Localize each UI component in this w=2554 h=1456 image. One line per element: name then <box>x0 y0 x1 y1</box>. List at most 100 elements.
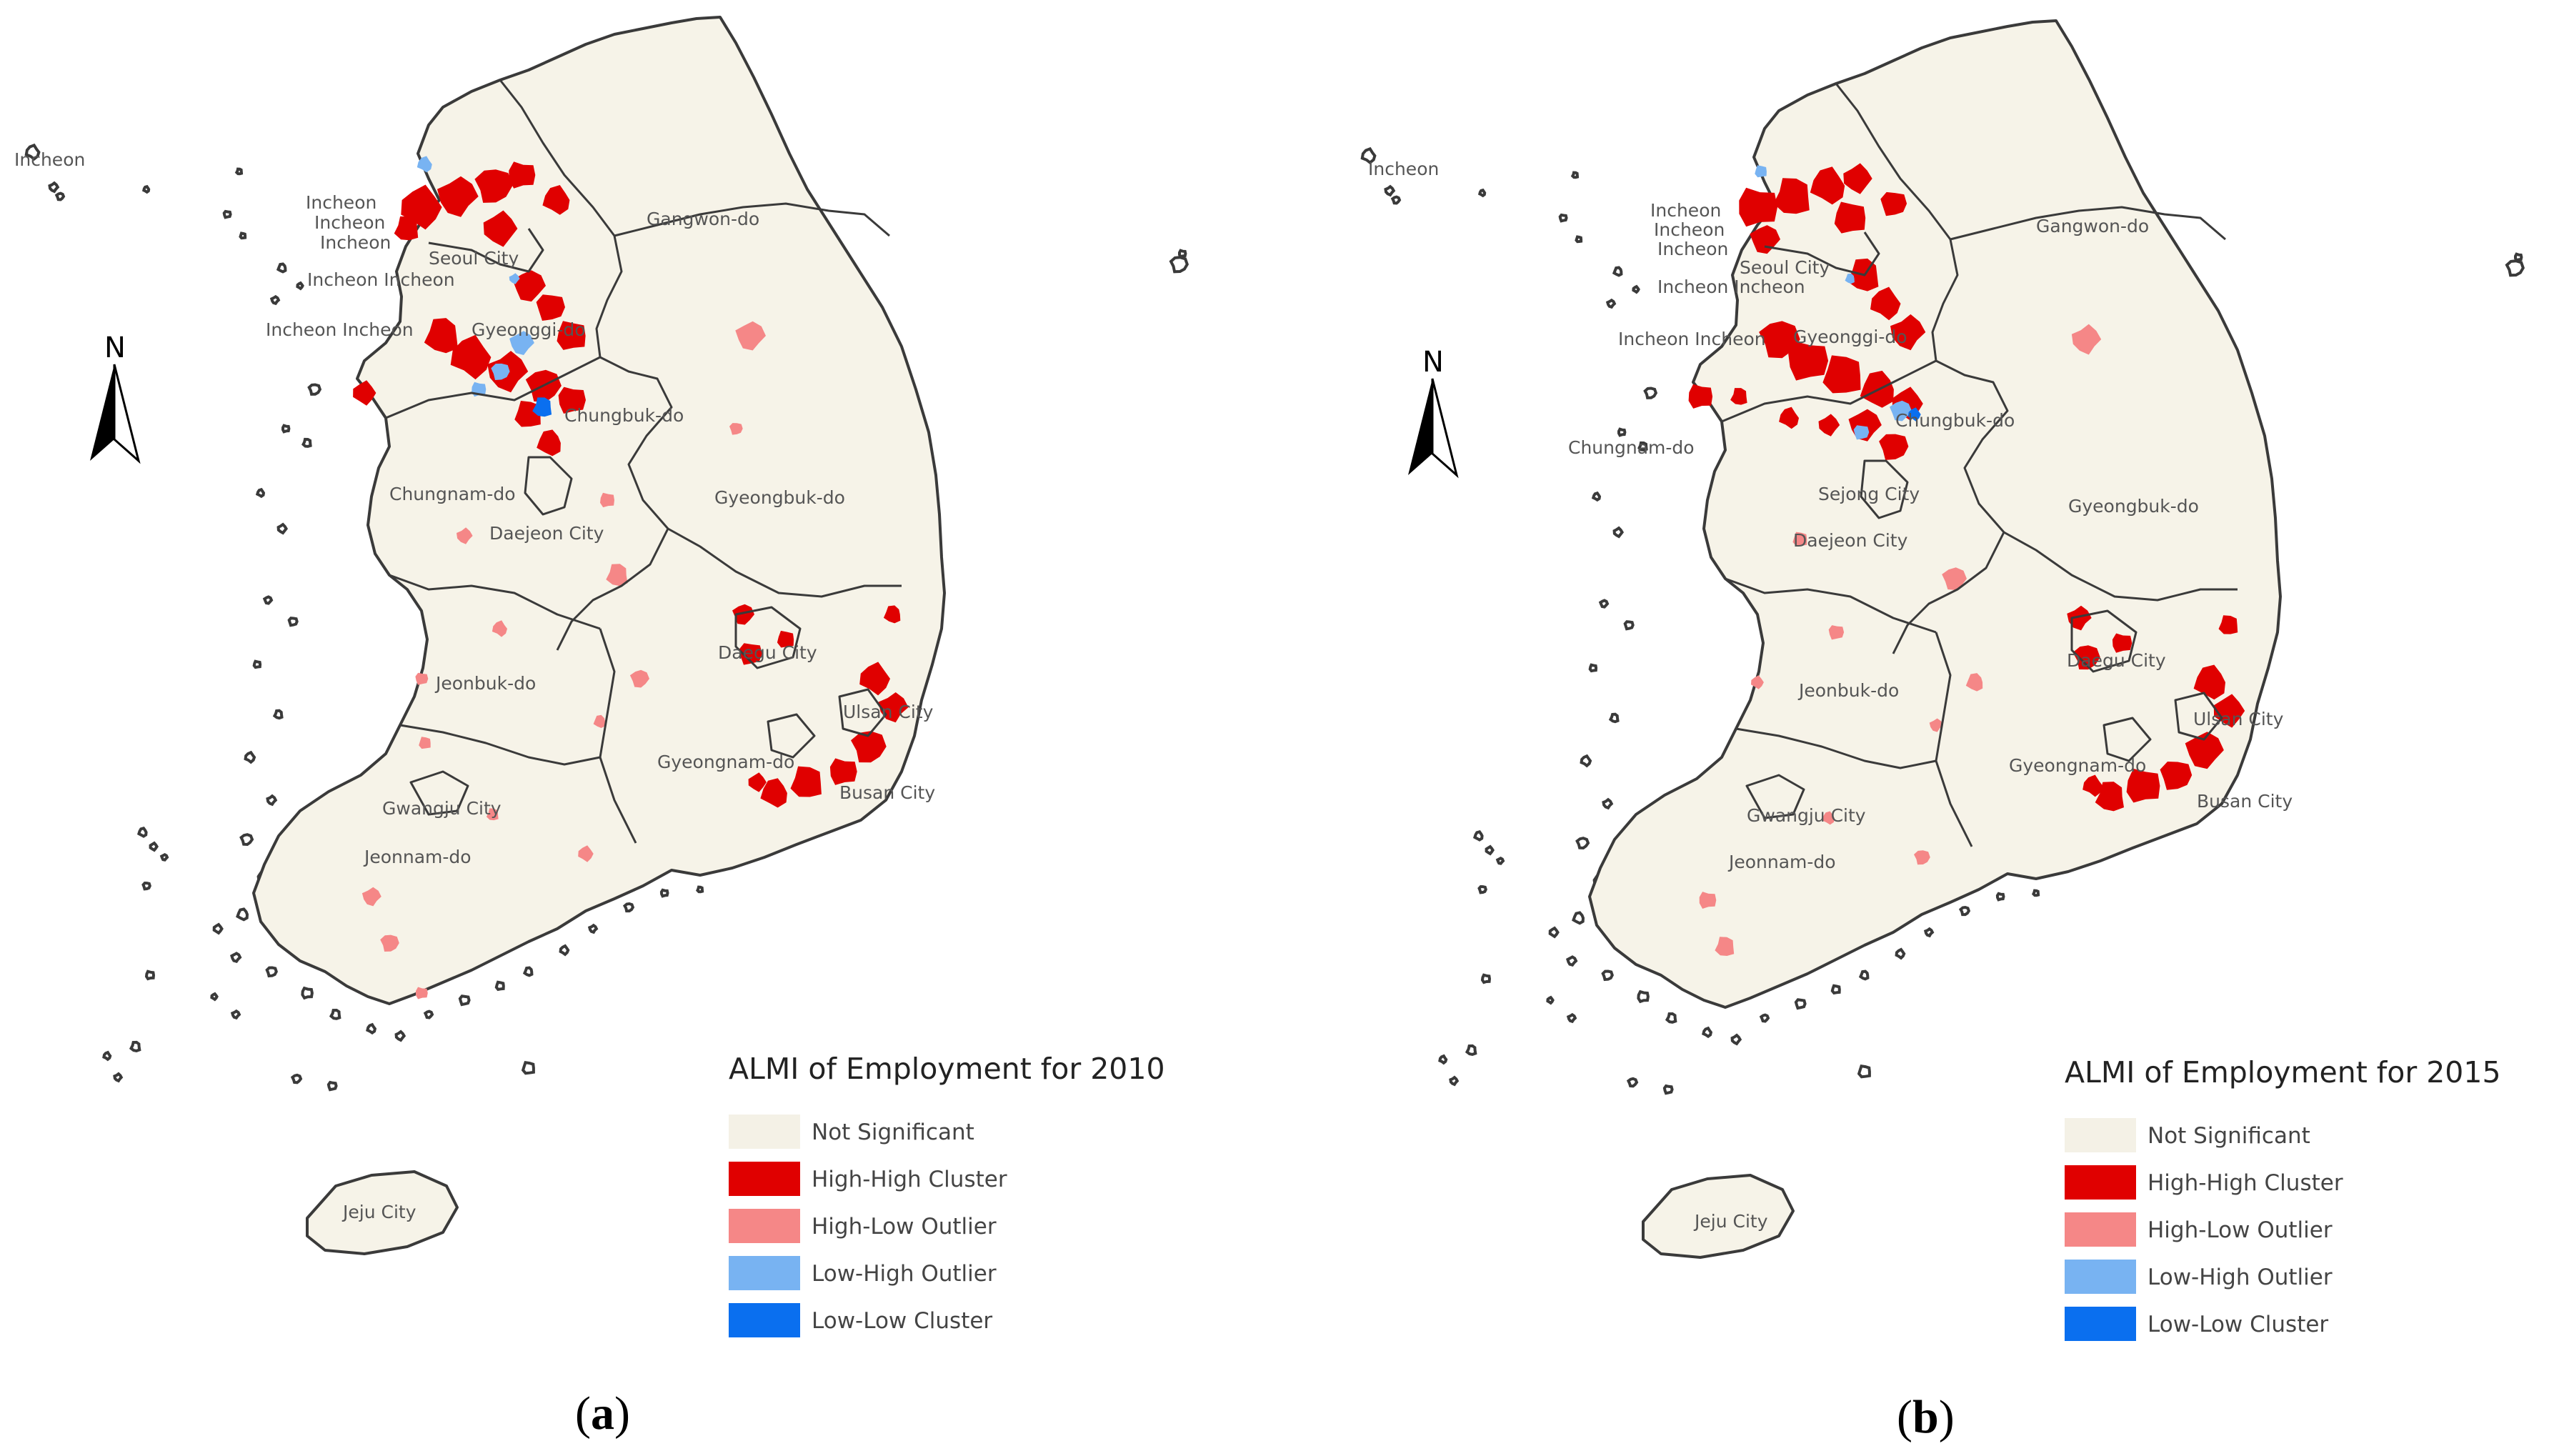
place-label: Chungnam-do <box>1568 437 1695 458</box>
island-shape <box>1169 256 1189 274</box>
island-shape <box>458 994 471 1007</box>
island-shape <box>1857 1064 1871 1079</box>
province-border <box>1835 83 1959 361</box>
legend-swatch <box>2065 1118 2136 1152</box>
place-label: Daejeon City <box>489 523 604 544</box>
island-shape <box>1602 797 1614 810</box>
cluster-region <box>483 210 518 247</box>
cluster-region <box>2185 732 2224 769</box>
cluster-region <box>1828 625 1845 640</box>
cluster-region <box>1853 425 1870 440</box>
cluster-region <box>509 331 534 355</box>
place-label: Jeonbuk-do <box>1797 680 1899 701</box>
island-shape <box>559 944 570 957</box>
island-shape <box>1637 989 1650 1004</box>
cluster-region <box>629 669 649 688</box>
place-label: Incheon <box>1657 239 1728 259</box>
island-shape <box>113 1072 124 1083</box>
cluster-region <box>1699 892 1717 909</box>
place-label: Gyeonggi-do <box>1793 326 1907 347</box>
island-shape <box>255 487 266 499</box>
place-label: Jeju City <box>1693 1211 1768 1232</box>
cluster-region <box>2082 774 2103 797</box>
island-shape <box>1570 171 1580 179</box>
island-shape <box>1794 998 1807 1010</box>
island-shape <box>137 827 148 838</box>
cluster-region <box>1759 321 1800 359</box>
island-shape <box>239 231 247 240</box>
island-shape <box>1566 1012 1577 1024</box>
island-shape <box>1702 1026 1713 1039</box>
island-shape <box>1995 892 2005 902</box>
cluster-region <box>537 429 561 457</box>
place-label: Incheon <box>14 149 85 170</box>
cluster-region <box>2095 782 2124 812</box>
province-border <box>1721 359 1937 423</box>
caption-letter: b <box>1912 1391 1939 1443</box>
cluster-region <box>542 185 570 215</box>
island-shape <box>1665 1012 1677 1024</box>
legend: ALMI of Employment for 2010 Not Significa… <box>729 1052 1165 1337</box>
legend-swatch <box>729 1115 800 1149</box>
island-shape <box>1360 146 1377 165</box>
cluster-region <box>1890 400 1912 422</box>
island-shape <box>1643 387 1658 399</box>
province-border <box>838 688 887 737</box>
island-shape <box>1605 298 1617 309</box>
place-label: Chungnam-do <box>389 484 516 504</box>
island-shape <box>149 841 159 852</box>
cluster-region <box>419 737 431 749</box>
island-shape <box>1895 947 1906 960</box>
cluster-region <box>1843 163 1872 194</box>
place-label: Gyeongbuk-do <box>2068 496 2199 517</box>
island-shape <box>1637 441 1648 452</box>
cluster-region <box>486 808 499 821</box>
province-border <box>1950 206 2226 241</box>
province-border <box>399 724 601 766</box>
island-shape <box>1588 663 1598 673</box>
cluster-region <box>491 363 510 380</box>
place-label: Incheon <box>1368 159 1439 179</box>
cluster-region <box>514 401 541 427</box>
place-label: Incheon Incheon <box>1657 276 1805 297</box>
island-shape <box>366 1022 377 1035</box>
cluster-region <box>1779 407 1799 429</box>
island-shape <box>301 437 312 448</box>
cluster-region <box>1822 355 1861 394</box>
province-border <box>385 356 601 419</box>
island-shape <box>622 902 635 913</box>
legend-label: Low-Low Cluster <box>812 1308 992 1334</box>
island-shape <box>230 952 242 963</box>
island-shape <box>494 980 505 992</box>
place-label: Chungbuk-do <box>1895 410 2015 431</box>
cluster-region <box>1751 675 1764 689</box>
island-shape <box>1495 857 1505 865</box>
island-shape <box>1477 188 1487 198</box>
cluster-region <box>512 270 546 302</box>
province-border <box>499 79 623 358</box>
place-label: Incheon <box>314 212 385 233</box>
island-shape <box>265 966 278 978</box>
legend-label: High-High Cluster <box>812 1167 1007 1192</box>
place-label: Gwangju City <box>382 798 502 819</box>
cluster-region <box>474 169 513 203</box>
legend-swatch <box>2065 1165 2136 1200</box>
cluster-region <box>1870 286 1901 321</box>
place-label: Ulsan City <box>2193 709 2284 729</box>
place-label: Chungbuk-do <box>564 405 684 426</box>
place-label: Incheon Incheon <box>1618 329 1766 349</box>
cluster-region <box>394 216 419 241</box>
island-shape <box>1575 837 1590 850</box>
legend-label: Low-High Outlier <box>812 1261 997 1287</box>
province-border <box>2003 531 2238 602</box>
legend-label: Low-High Outlier <box>2148 1265 2333 1290</box>
cluster-region <box>532 397 552 417</box>
cluster-region <box>1942 567 1967 590</box>
cluster-region <box>829 758 857 785</box>
island-shape <box>2505 259 2525 277</box>
place-label: Gangwon-do <box>647 209 759 229</box>
cluster-region <box>1907 407 1921 422</box>
place-label: Gyeongbuk-do <box>714 487 845 508</box>
cluster-region <box>1755 165 1767 178</box>
